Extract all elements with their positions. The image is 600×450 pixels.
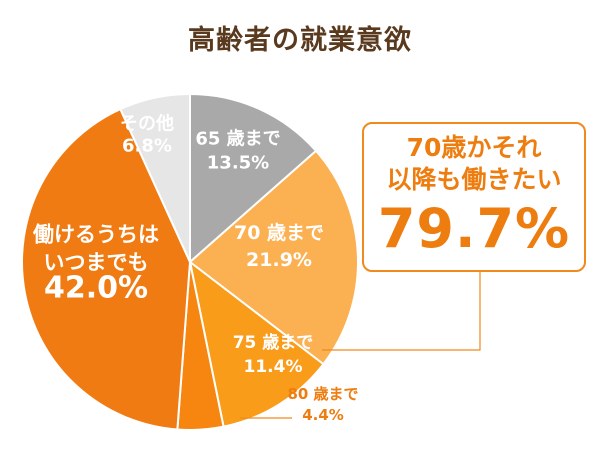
pie-slices bbox=[21, 92, 359, 431]
slice-label-4: 働けるうちはいつまでも 42.0% bbox=[32, 222, 159, 305]
callout-box: 70歳かそれ 以降も働きたい 79.7% bbox=[362, 122, 586, 272]
slice-label-0: 65 歳まで 13.5% bbox=[195, 128, 280, 173]
pie-slice-1 bbox=[188, 149, 359, 366]
leader-line-callout bbox=[322, 272, 481, 351]
pie-slice-4 bbox=[21, 107, 192, 431]
pie-slice-0 bbox=[189, 92, 318, 265]
callout-line-1: 70歳かそれ bbox=[406, 133, 542, 162]
pie-slice-5 bbox=[119, 92, 191, 263]
chart-title: 高齢者の就業意欲 bbox=[188, 25, 412, 56]
callout-leader-lines bbox=[240, 272, 481, 419]
slice-label-2: 75 歳まで 11.4% bbox=[233, 332, 314, 377]
callout-value: 79.7% bbox=[377, 197, 571, 260]
slice-labels: 65 歳まで 13.5% 70 歳まで 21.9% 75 歳まで 11.4% 80 歳まで 4… bbox=[32, 112, 359, 424]
slice-label-5: その他 6.8% bbox=[120, 112, 174, 156]
callout-line-2: 以降も働きたい bbox=[386, 165, 562, 194]
slice-label-3: 80 歳まで 4.4% bbox=[287, 385, 358, 424]
pie-slice-2 bbox=[188, 259, 325, 428]
slice-label-1: 70 歳まで 21.9% bbox=[234, 222, 324, 271]
